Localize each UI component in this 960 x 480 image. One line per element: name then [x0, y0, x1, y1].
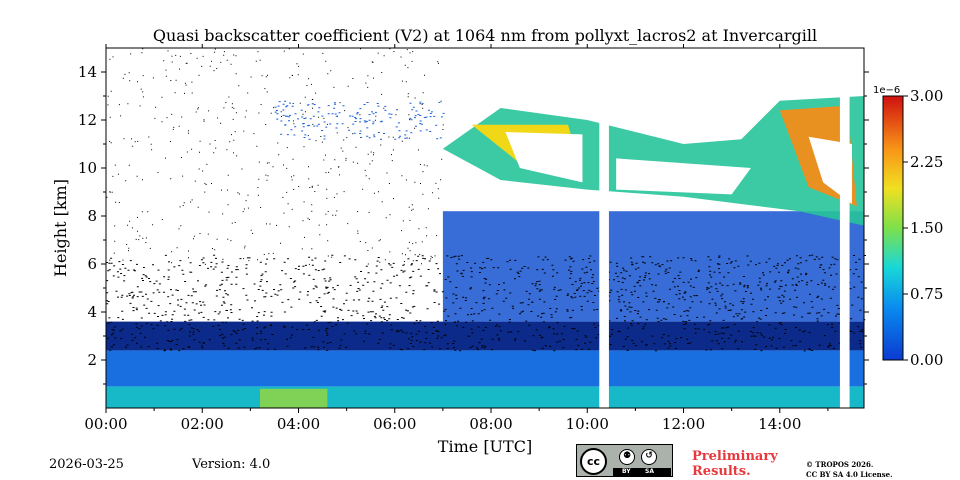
- data-gap-2: [839, 48, 850, 408]
- colorbar-gradient: [882, 95, 904, 361]
- copyright-line2: CC BY SA 4.0 License.: [806, 470, 893, 479]
- boundary-layer-peak: [260, 388, 328, 408]
- noise-speckle-blue: [274, 100, 445, 140]
- preliminary-line1: Preliminary: [692, 449, 778, 464]
- y-axis-label: Height [km]: [51, 179, 70, 277]
- cirrus-saturation-2: [616, 158, 751, 195]
- cc-sa-label: SA: [645, 468, 654, 475]
- x-tick-label: 12:00: [662, 415, 705, 433]
- upper-aerosol-band: [106, 321, 864, 351]
- footer-date: 2026-03-25: [49, 457, 124, 472]
- cirrus-saturation-1: [505, 132, 583, 183]
- chart-title: Quasi backscatter coefficient (V2) at 10…: [153, 26, 817, 45]
- cc-terms-strip: BY SA: [613, 468, 671, 476]
- x-axis: 00:00 02:00 04:00 06:00 08:00 10:00 12:00 14:00: [84, 44, 829, 433]
- colorbar: 1e−6 0.00 0.75 1.50 2.25 3.00: [873, 85, 943, 369]
- aerosol-layer-band: [106, 350, 864, 387]
- cc-license-badge: cc ⚉ ↺ BY SA: [576, 444, 673, 477]
- x-tick-label: 04:00: [277, 415, 320, 433]
- x-tick-label: 06:00: [373, 415, 416, 433]
- x-tick-label: 00:00: [84, 415, 127, 433]
- y-tick-label: 8: [87, 207, 97, 225]
- preliminary-results-note: Preliminary Results.: [692, 449, 778, 479]
- afternoon-signal-band: [442, 211, 864, 322]
- plot-area: [105, 47, 866, 409]
- colorbar-tick-label: 2.25: [910, 153, 943, 171]
- colorbar-tick-label: 3.00: [910, 87, 943, 105]
- copyright-note: © TROPOS 2026. CC BY SA 4.0 License.: [806, 460, 893, 480]
- colorbar-tick-label: 0.00: [910, 351, 943, 369]
- boundary-layer-band: [106, 386, 864, 408]
- cc-by-label: BY: [622, 468, 631, 475]
- cc-by-icon: ⚉: [619, 449, 635, 465]
- y-axis: 2 4 6 8 10 12 14: [78, 63, 869, 385]
- y-tick-label: 12: [78, 111, 97, 129]
- colorbar-tick-label: 0.75: [910, 285, 943, 303]
- y-tick-label: 4: [87, 303, 97, 321]
- y-tick-label: 10: [78, 159, 97, 177]
- colorbar-scale-label: 1e−6: [873, 85, 900, 96]
- footer-version: Version: 4.0: [192, 457, 271, 472]
- colorbar-tick-label: 1.50: [910, 219, 943, 237]
- x-tick-label: 08:00: [469, 415, 512, 433]
- x-tick-label: 02:00: [181, 415, 224, 433]
- copyright-line1: © TROPOS 2026.: [806, 460, 874, 469]
- preliminary-line2: Results.: [692, 464, 751, 479]
- x-axis-label: Time [UTC]: [438, 437, 532, 456]
- y-tick-label: 2: [87, 351, 97, 369]
- x-tick-label: 10:00: [566, 415, 609, 433]
- cc-sa-icon: ↺: [641, 449, 657, 465]
- y-tick-label: 14: [78, 63, 97, 81]
- data-gap-1: [599, 48, 609, 408]
- cc-logo-icon: cc: [580, 448, 607, 475]
- x-tick-label: 14:00: [758, 415, 801, 433]
- y-tick-label: 6: [87, 255, 97, 273]
- noise-speckle: [106, 48, 866, 352]
- plot-frame: [105, 47, 865, 409]
